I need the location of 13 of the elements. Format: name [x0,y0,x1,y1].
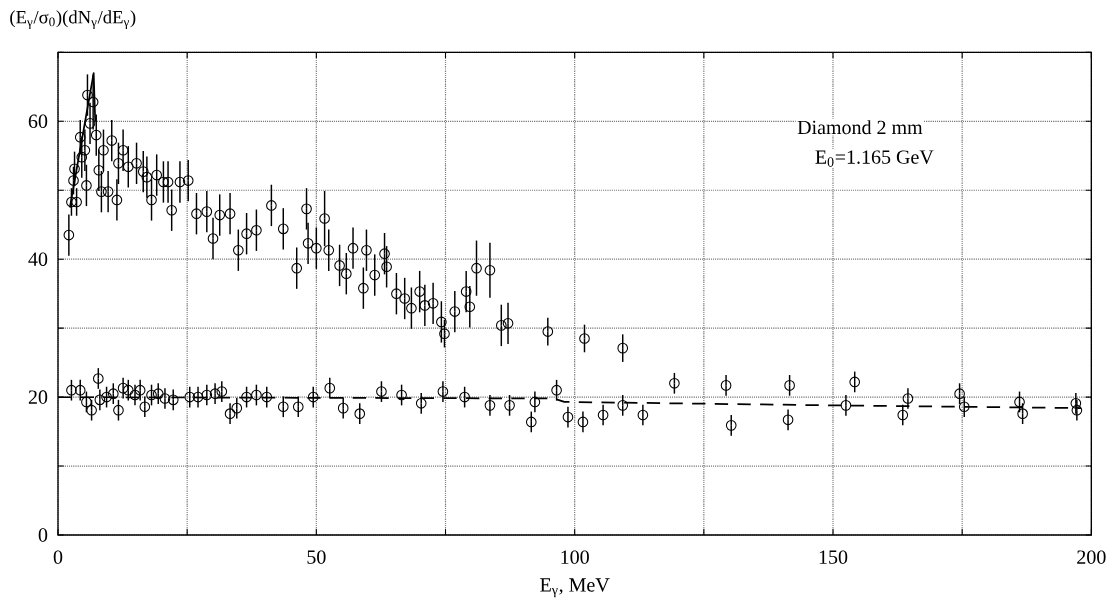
text: (E$_{γ}$/σ$_{0}$)(dN$_{γ}$/dE$_{γ}$) [10,10,136,29]
x-tick-label: 200 [1077,550,1106,564]
y-tick-label: 40 [28,252,48,266]
y-tick-label: 0 [38,528,48,542]
x-axis-title: E$_{γ}$, MeV [540,578,610,598]
x-tick-label: 100 [561,550,589,564]
y-tick-label: 60 [28,114,48,129]
annotation: E$_{0}$=1.165 GeV [815,150,934,167]
x-tick-label: 0 [53,550,63,564]
x-tick-label: 50 [307,550,326,564]
x-tick-label: 150 [819,550,848,564]
annotation: Diamond 2 mm [797,120,923,135]
y-tick-label: 20 [28,390,48,404]
